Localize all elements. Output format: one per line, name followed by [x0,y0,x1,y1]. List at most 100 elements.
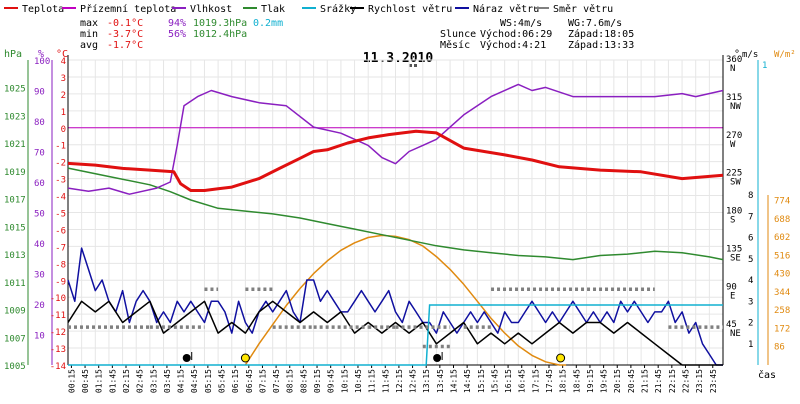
x-tick-label: 00:15 [67,369,76,393]
dir-tick-label: SW [730,178,741,188]
wm2-tick: 344 [774,288,790,298]
x-tick-label: 18:45 [572,369,581,393]
dir-tick: 270 [726,131,742,141]
legend-label: Vlhkost [190,4,232,15]
pct-tick: 10 [34,332,45,342]
stats-min-label: min [80,29,98,40]
time-unit: čas [758,369,776,381]
x-tick-label: 20:15 [613,369,622,393]
degc-tick: -5 [55,210,66,220]
dir-tick: 225 [726,169,742,179]
dir-tick-label: NW [730,102,741,112]
stats-max-press: 1019.3hPa [193,18,247,29]
sun-label: Slunce [440,29,476,40]
ms-tick: 8 [748,191,753,201]
legend-label: Přízemní teplota [80,3,176,15]
x-tick-label: 12:45 [409,369,418,393]
wm2-tick: 774 [774,197,790,207]
pct-unit: % [38,49,44,60]
series-rychlost-větru [67,300,723,366]
x-tick-label: 10:15 [340,369,349,393]
dir-tick-label: NE [730,329,741,339]
ms-tick: 2 [748,319,753,329]
degc-tick: -8 [55,260,66,270]
hpa-tick: 1009 [4,307,26,317]
moon-rise: Východ:4:21 [480,39,546,51]
x-tick-label: 03:45 [163,369,172,393]
series-srazky [68,304,723,366]
degc-tick: -4 [55,193,66,203]
markers [182,352,566,363]
wm2-tick: 258 [774,306,790,316]
x-tick-label: 10:45 [354,369,363,393]
x-tick-label: 09:15 [313,369,322,393]
degc-tick: 0 [61,125,66,135]
degc-tick: -10 [50,294,66,304]
x-tick-label: 19:45 [600,369,609,393]
dir-tick-label: W [730,140,736,150]
x-tick-label: 00:45 [81,369,90,393]
x-tick-label: 08:15 [286,369,295,393]
ms-tick: 3 [748,297,753,307]
x-tick-label: 05:15 [204,369,213,393]
hpa-tick: 1021 [4,140,26,150]
x-tick-label: 11:45 [381,369,390,393]
x-tick-label: 16:15 [504,369,513,393]
x-tick-label: 12:15 [395,369,404,393]
x-tick-label: 16:45 [518,369,527,393]
x-tick-label: 15:15 [477,369,486,393]
dir-tick: 180 [726,207,742,217]
stats-max-hum: 94% [168,18,186,29]
x-tick-label: 07:45 [272,369,281,393]
x-tick-label: 17:15 [531,369,540,393]
dir-tick: 360 [726,55,742,65]
degc-tick: -7 [55,243,66,253]
x-tick-label: 09:45 [327,369,336,393]
degc-tick: -2 [55,159,66,169]
x-tick-label: 05:45 [218,369,227,393]
x-tick-label: 02:15 [122,369,131,393]
moon-label: Měsíc [440,39,470,51]
x-tick-label: 14:15 [449,369,458,393]
wm2-tick: 688 [774,215,790,225]
series-teplota [67,129,724,192]
x-tick-label: 14:45 [463,369,472,393]
dir-unit: ° [734,49,740,60]
dir-tick-label: SE [730,253,741,263]
ms-tick: 1 [748,340,753,350]
dir-tick-label: S [730,216,735,226]
hpa-tick: 1017 [4,196,26,206]
hpa-tick: 1011 [4,279,26,289]
x-tick-label: 23:45 [709,369,718,393]
x-tick-label: 08:45 [299,369,308,393]
x-tick-label: 01:15 [95,369,104,393]
degc-tick: -13 [50,345,66,355]
moon-icon [182,354,191,362]
pct-tick: 80 [34,118,45,128]
hpa-tick: 1015 [4,223,26,233]
pct-tick: 50 [34,210,45,220]
degc-unit: °C [56,49,68,60]
x-tick-label: 20:45 [627,369,636,393]
x-tick-label: 11:15 [368,369,377,393]
degc-tick: 1 [61,108,66,118]
pct-tick: 100 [34,57,50,67]
x-tick-label: 06:15 [231,369,240,393]
x-tick-label: 15:45 [490,369,499,393]
x-tick-label: 19:15 [586,369,595,393]
ms-tick: 6 [748,234,753,244]
x-tick-label: 21:45 [654,369,663,393]
mm-tick: 1 [762,61,767,71]
wm2-tick: 516 [774,251,790,261]
dir-tick-label: N [730,64,735,74]
stats-avg-label: avg [80,40,98,51]
legend-label: Teplota [22,4,64,15]
x-tick-label: 21:15 [641,369,650,393]
legend-label: Srážky [320,3,356,15]
dir-tick-label: E [730,291,735,301]
ms-tick: 5 [748,255,753,265]
x-tick-label: 18:15 [559,369,568,393]
degc-tick: 2 [61,91,66,101]
